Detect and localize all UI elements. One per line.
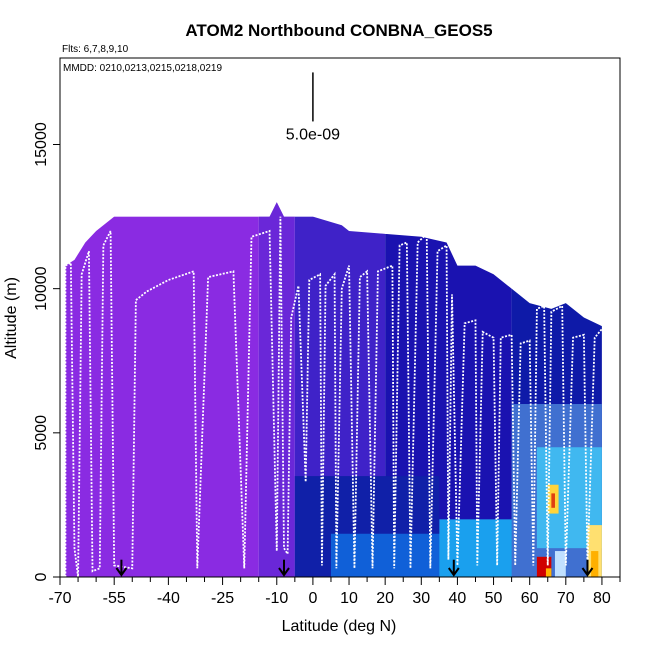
concentration-field [65, 202, 602, 577]
x-tick-label: 80 [593, 590, 611, 607]
field-cell [591, 551, 599, 577]
field-cell [554, 551, 566, 577]
x-axis: -70 -55 -40 -25 -10 0 10 20 30 40 50 60 70 80 [48, 577, 621, 607]
field-cell [545, 568, 552, 577]
y-tick-label: 10000 [33, 266, 50, 311]
flight-markers [115, 559, 594, 577]
flight-track [64, 216, 603, 578]
flight-marker-arrow [115, 567, 128, 577]
x-tick-label: 40 [449, 590, 467, 607]
scale-bar: 5.0e-09 [286, 72, 340, 143]
x-tick-label: 30 [412, 590, 430, 607]
flight-marker-arrow [447, 567, 460, 577]
field-cell [551, 493, 555, 508]
plot-frame [59, 57, 621, 578]
y-tick-label: 5000 [33, 415, 50, 451]
scale-bar-label: 5.0e-09 [286, 126, 340, 143]
x-axis-label: Latitude (deg N) [282, 618, 397, 635]
x-tick-label: -10 [265, 590, 288, 607]
dates-note: MMDD: 0210,0213,0215,0218,0219 [63, 63, 222, 74]
y-tick-label: 0 [33, 572, 50, 581]
x-tick-label: 20 [376, 590, 394, 607]
flight-track-line [64, 216, 603, 578]
chart-title: ATOM2 Northbound CONBNA_GEOS5 [185, 21, 492, 40]
flight-marker-arrow [581, 567, 594, 577]
field-cells [65, 202, 602, 577]
x-tick-label: 10 [340, 590, 358, 607]
flights-note: Flts: 6,7,8,9,10 [62, 44, 129, 55]
x-tick-label: 50 [485, 590, 503, 607]
y-axis-label: Altitude (m) [3, 277, 20, 359]
flight-marker-arrow [278, 567, 290, 577]
x-tick-label: -70 [48, 590, 71, 607]
y-tick-label: 15000 [33, 122, 50, 167]
y-axis: 0 5000 10000 15000 [33, 122, 60, 581]
x-tick-label: -25 [211, 590, 234, 607]
x-tick-label: -55 [103, 590, 126, 607]
x-tick-label: 60 [521, 590, 539, 607]
field-cell [65, 216, 259, 577]
x-tick-label: -40 [157, 590, 180, 607]
x-tick-label: 0 [308, 590, 317, 607]
x-tick-label: 70 [557, 590, 575, 607]
